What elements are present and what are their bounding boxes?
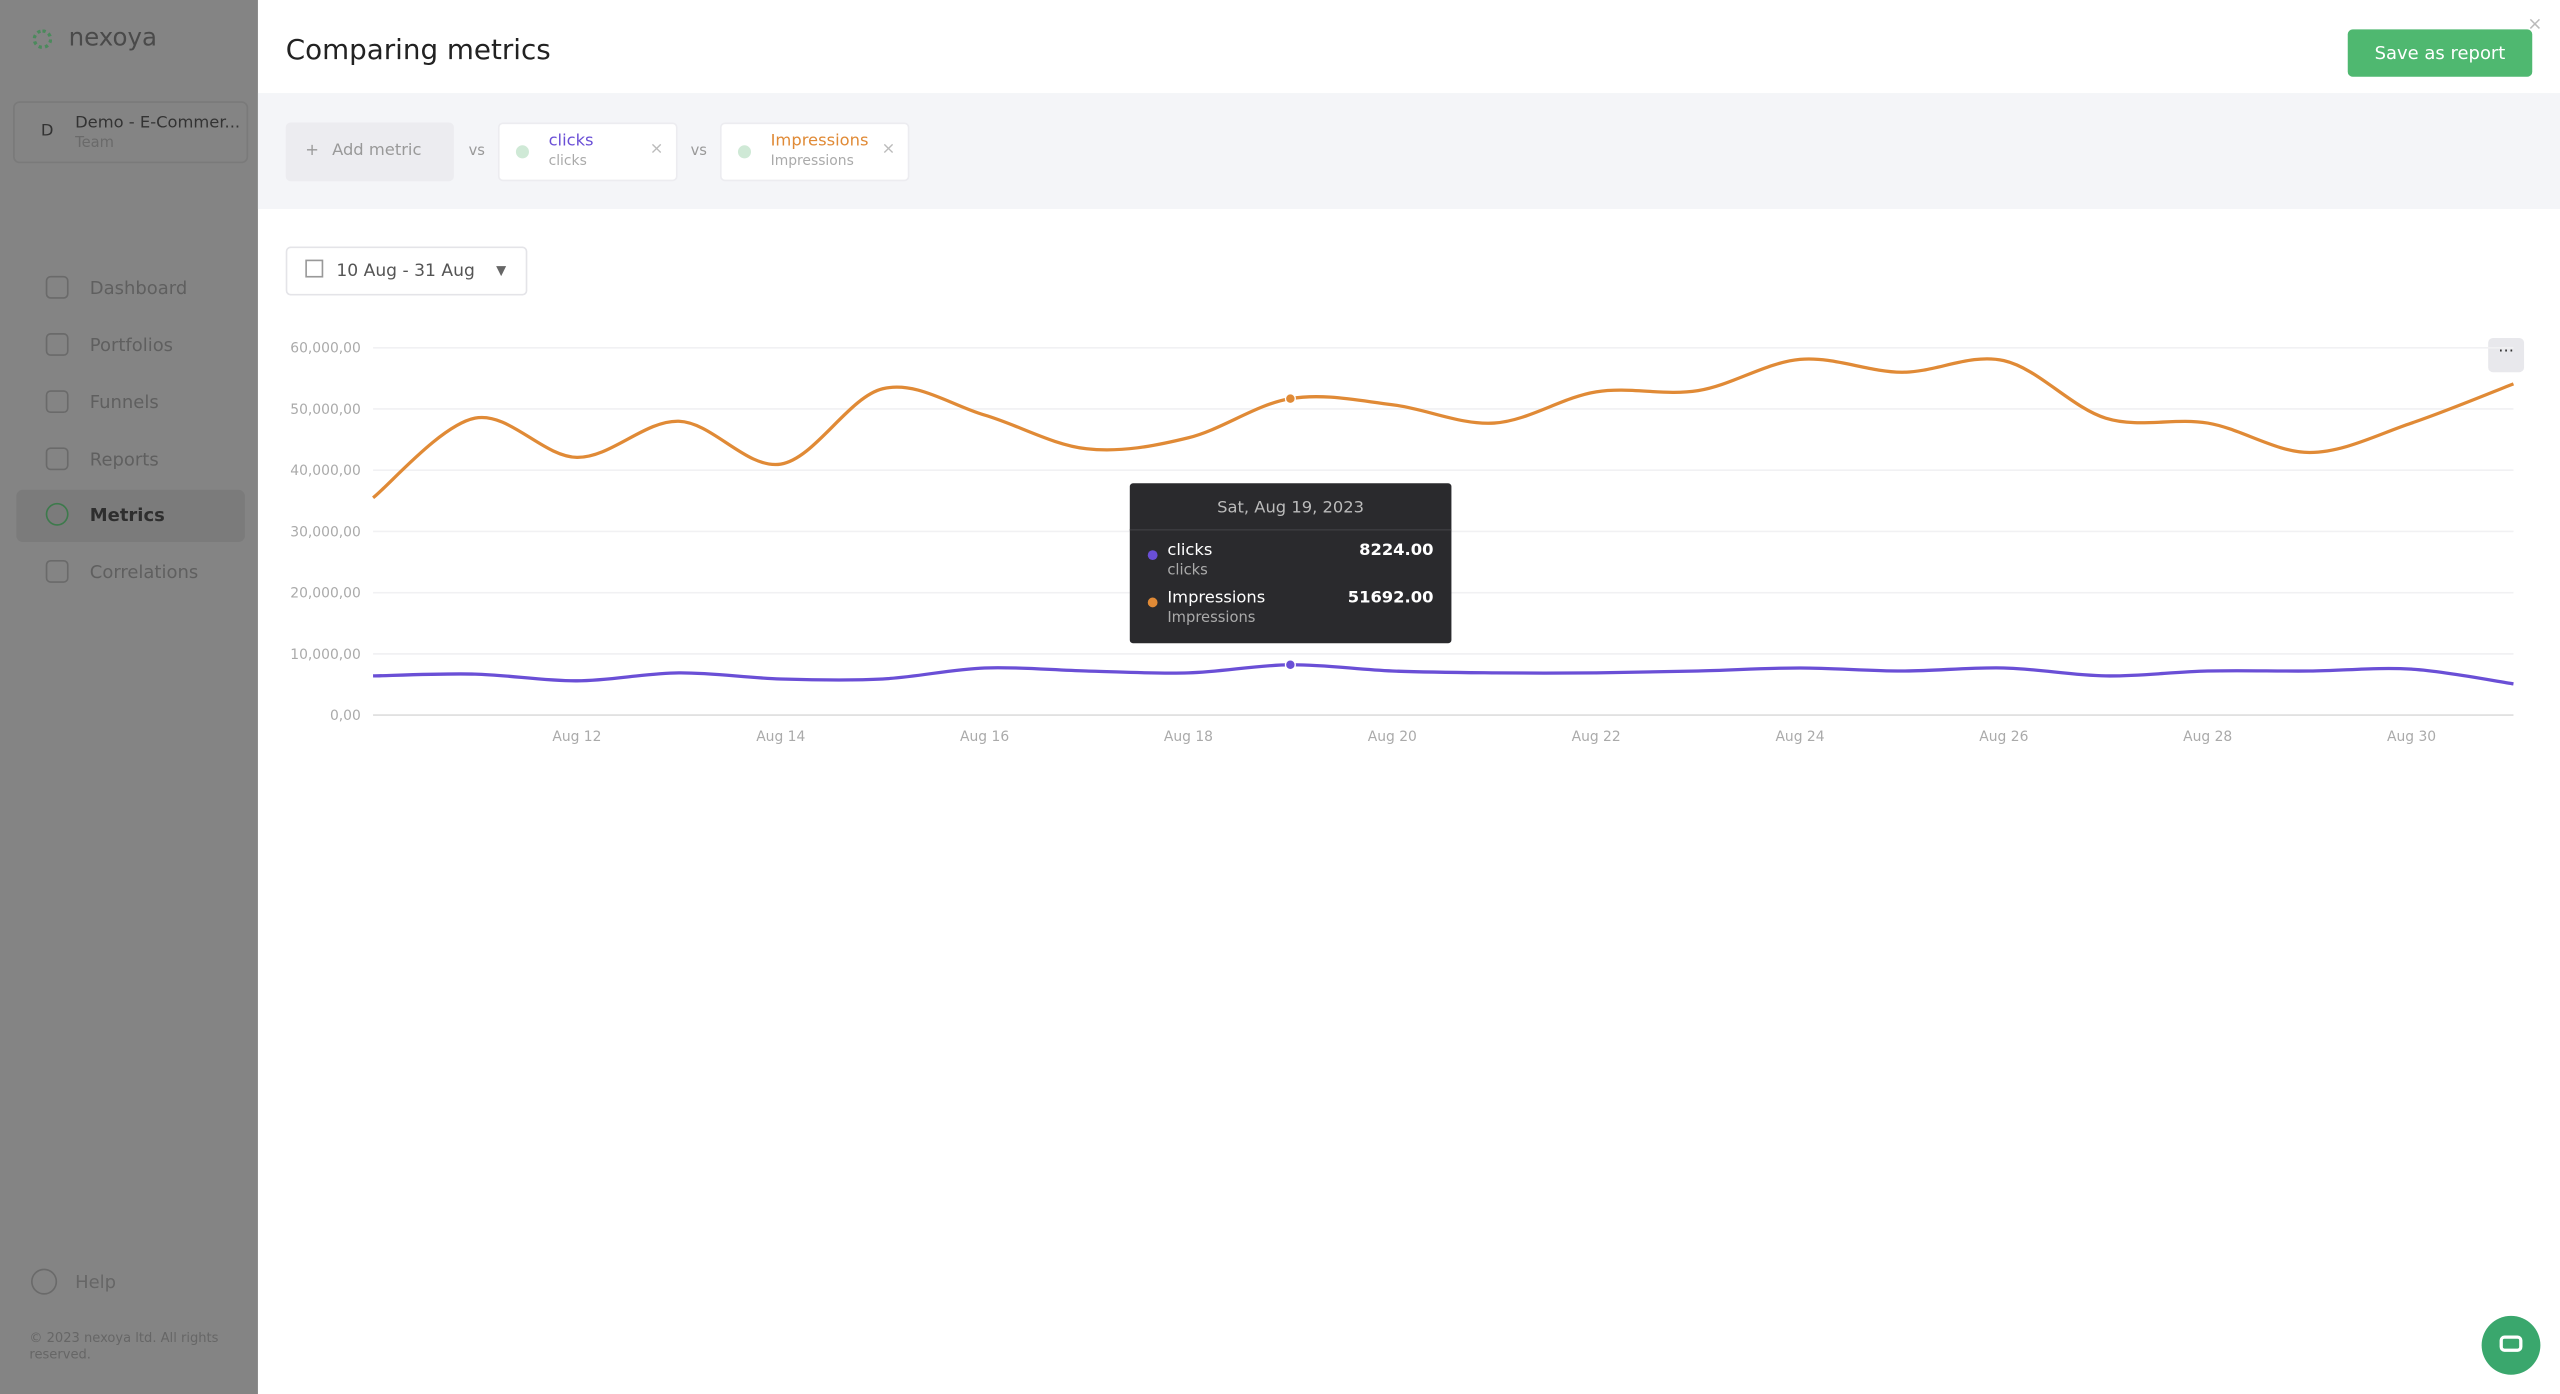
- x-tick-label: Aug 30: [2387, 729, 2436, 745]
- tooltip-dot: [1147, 550, 1158, 560]
- date-picker[interactable]: 10 Aug - 31 Aug ▼: [285, 246, 528, 296]
- tooltip-dot: [1147, 597, 1158, 608]
- metric-chip[interactable]: Impressions Impressions ×: [719, 122, 910, 182]
- nav-label: Reports: [89, 448, 159, 471]
- title: Comparing metrics: [285, 34, 551, 67]
- chip-name: Impressions: [770, 132, 869, 151]
- chat-button[interactable]: [2481, 1315, 2541, 1375]
- x-tick-label: Aug 12: [552, 729, 601, 745]
- y-tick-label: 0,00: [330, 708, 361, 724]
- series-line: [373, 663, 2514, 686]
- nav-item[interactable]: Dashboard: [16, 263, 245, 315]
- x-tick-label: Aug 22: [1572, 729, 1621, 745]
- metric-chip[interactable]: clicks clicks ×: [497, 122, 678, 182]
- y-tick-label: 30,000,00: [290, 524, 361, 540]
- nav-label: Metrics: [89, 504, 165, 526]
- date-range: 10 Aug - 31 Aug: [336, 261, 475, 281]
- chip-icon: [737, 145, 752, 159]
- chip-sub: Impressions: [770, 153, 854, 170]
- nav-label: Dashboard: [89, 277, 188, 299]
- sidebar: nexoya D Demo - E-Commer... Team Dashboa…: [0, 0, 258, 1394]
- chip-remove[interactable]: ×: [649, 140, 664, 159]
- add-metric[interactable]: + Add metric: [285, 122, 454, 182]
- nav-label: Portfolios: [89, 334, 174, 356]
- help-icon: [31, 1268, 58, 1295]
- x-tick-label: Aug 28: [2183, 729, 2232, 745]
- nav-item-active[interactable]: Metrics: [16, 489, 245, 543]
- workspace[interactable]: D Demo - E-Commer... Team: [13, 101, 249, 164]
- tooltip-value: 8224.00: [1359, 542, 1434, 560]
- vs: vs: [690, 143, 707, 160]
- tooltip-sub: clicks: [1167, 563, 1208, 580]
- tooltip-divider: [1129, 528, 1452, 531]
- chip-name: clicks: [548, 132, 594, 151]
- x-tick-label: Aug 18: [1164, 729, 1213, 745]
- chip-sub: clicks: [548, 153, 587, 170]
- footer: © 2023 nexoya ltd. All rights reserved.: [29, 1330, 219, 1362]
- nav-label: Correlations: [89, 561, 199, 583]
- nav-label: Funnels: [89, 391, 159, 414]
- y-tick-label: 20,000,00: [290, 586, 361, 602]
- hover-point: [1284, 659, 1296, 671]
- tooltip: Sat, Aug 19, 2023 clicks clicks 8224.00 Imp…: [1129, 483, 1452, 644]
- x-tick-label: Aug 16: [960, 729, 1009, 745]
- nav-item[interactable]: Reports: [16, 434, 245, 486]
- close-button[interactable]: ×: [2527, 13, 2543, 35]
- x-tick-label: Aug 26: [1979, 729, 2028, 745]
- x-tick-label: Aug 24: [1775, 729, 1824, 745]
- help[interactable]: Help: [75, 1271, 117, 1294]
- y-tick-label: 40,000,00: [290, 463, 361, 479]
- chart: 0,00 10,000,00 20,000,00 30,000,00 40,000,00…: [290, 341, 2515, 745]
- x-tick-label: Aug 20: [1368, 729, 1417, 745]
- tooltip-sub: Impressions: [1167, 610, 1256, 627]
- modal: Comparing metrics Save as report × + Add …: [257, 0, 2560, 1394]
- logo: nexoya: [68, 22, 157, 53]
- logo-icon: [32, 29, 53, 49]
- tooltip-name: Impressions: [1167, 589, 1266, 608]
- nav-item[interactable]: Correlations: [16, 547, 245, 599]
- vs: vs: [468, 143, 485, 160]
- workspace-initial: D: [40, 122, 54, 141]
- chip-icon: [515, 145, 529, 159]
- save-button[interactable]: Save as report: [2347, 29, 2533, 77]
- add-metric-label: Add metric: [332, 142, 422, 160]
- tooltip-title: Sat, Aug 19, 2023: [1217, 499, 1365, 518]
- workspace-team: Team: [75, 135, 114, 152]
- tooltip-value: 51692.00: [1347, 589, 1434, 608]
- nav-item[interactable]: Portfolios: [16, 320, 245, 372]
- workspace-name: Demo - E-Commer...: [75, 114, 241, 133]
- y-tick-label: 60,000,00: [290, 341, 361, 357]
- tooltip-name: clicks: [1167, 542, 1213, 560]
- hover-point: [1284, 393, 1296, 405]
- nav-item[interactable]: Funnels: [16, 377, 245, 429]
- y-tick-label: 10,000,00: [290, 647, 361, 663]
- x-tick-label: Aug 14: [756, 729, 805, 745]
- y-tick-label: 50,000,00: [290, 402, 361, 418]
- series-line: [372, 357, 2515, 500]
- chip-remove[interactable]: ×: [881, 140, 896, 159]
